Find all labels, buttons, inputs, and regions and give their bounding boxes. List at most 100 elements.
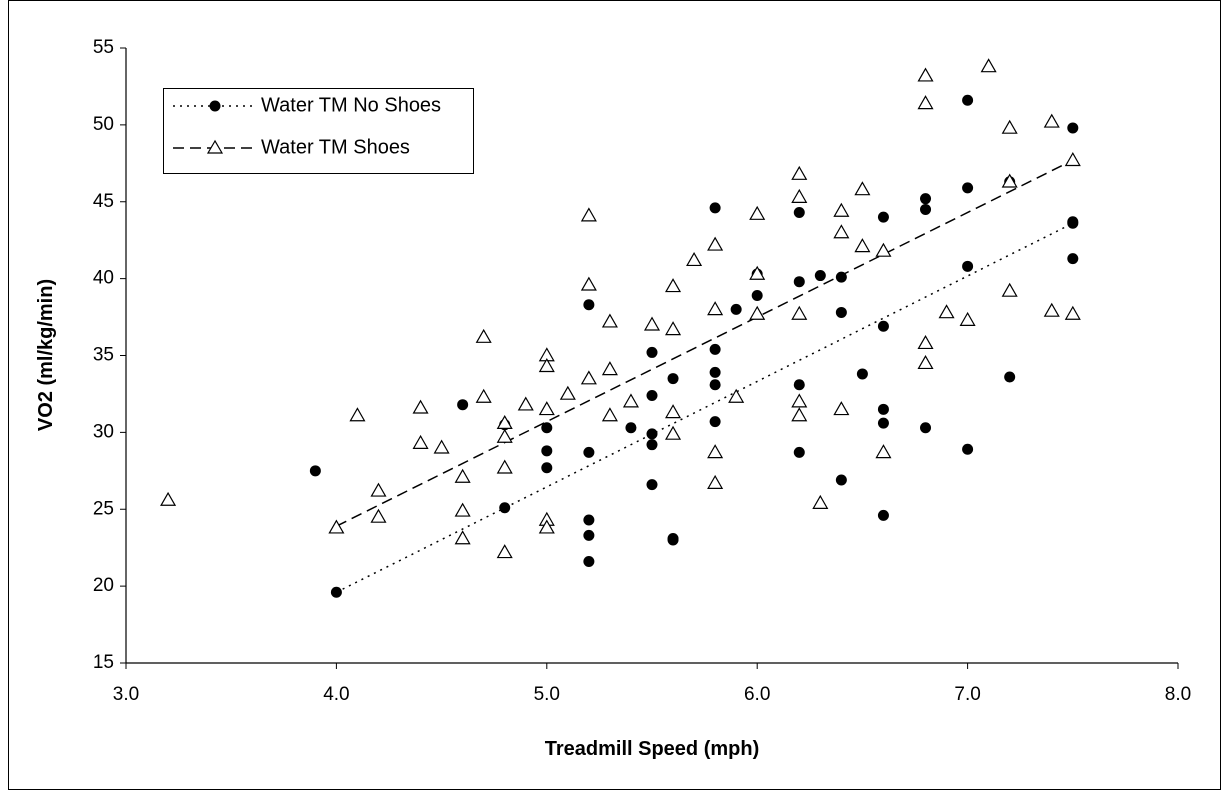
data-point (665, 425, 682, 440)
data-point (601, 407, 618, 422)
data-point (707, 301, 724, 316)
data-point (541, 445, 553, 457)
data-point (833, 202, 850, 217)
data-point (454, 468, 471, 483)
data-point (496, 428, 513, 443)
data-point (749, 265, 766, 280)
x-tick-label: 3.0 (113, 684, 139, 705)
x-tick-label: 6.0 (744, 684, 770, 705)
data-point (601, 361, 618, 376)
data-point (917, 334, 934, 350)
data-point (454, 530, 471, 545)
legend-label: Water TM Shoes (261, 136, 410, 158)
data-point (917, 95, 934, 110)
data-point (962, 94, 974, 106)
data-point (330, 586, 342, 598)
data-point (1067, 217, 1079, 229)
data-point (749, 305, 766, 320)
data-point (709, 379, 721, 391)
data-point (833, 401, 850, 416)
data-point (538, 519, 555, 534)
data-point (1001, 173, 1018, 188)
data-point (160, 491, 177, 506)
data-point (1004, 371, 1016, 383)
data-point (920, 203, 932, 215)
y-tick-label: 25 (93, 498, 114, 519)
data-point (499, 502, 511, 514)
y-tick-label: 50 (93, 114, 114, 135)
data-point (709, 202, 721, 214)
data-point (854, 181, 871, 196)
data-point (457, 399, 469, 411)
data-point (962, 260, 974, 272)
trend-line (336, 159, 1074, 527)
data-point (980, 58, 997, 73)
data-point (496, 414, 513, 429)
data-point (962, 182, 974, 194)
data-point (667, 373, 679, 385)
data-point (583, 529, 595, 541)
data-point (877, 403, 889, 415)
data-point (601, 313, 618, 328)
data-point (920, 193, 932, 205)
data-point (875, 444, 892, 459)
data-point (835, 306, 847, 318)
data-point (875, 242, 892, 257)
data-point (475, 388, 492, 403)
data-point (709, 416, 721, 428)
data-point (583, 299, 595, 311)
data-point (791, 407, 808, 422)
data-point (433, 439, 450, 454)
data-point (1043, 113, 1060, 128)
data-point (625, 422, 637, 434)
data-point (517, 396, 534, 411)
data-point (791, 188, 808, 203)
data-point (496, 544, 513, 559)
data-point (833, 224, 850, 239)
data-point (646, 389, 658, 401)
data-point (665, 321, 682, 336)
data-point (730, 303, 742, 315)
data-point (920, 422, 932, 434)
data-point (538, 358, 555, 373)
data-point (1043, 302, 1060, 317)
data-point (814, 270, 826, 282)
data-point (412, 399, 429, 414)
y-tick-label: 15 (93, 652, 114, 673)
data-point (309, 465, 321, 477)
legend-marker (209, 100, 221, 112)
legend: Water TM No Shoes Water TM Shoes (163, 88, 474, 174)
data-point (854, 238, 871, 253)
plot-area: 15 20 25 30 35 40 45 50 55 3.0 4.0 5.0 6.0 7.0 8.0 Wate… (93, 37, 1191, 705)
x-tick-label: 7.0 (954, 684, 980, 705)
data-point (791, 393, 808, 408)
data-point (665, 278, 682, 293)
data-point (1064, 152, 1081, 167)
x-axis-title: Treadmill Speed (mph) (545, 738, 759, 760)
data-point (962, 443, 974, 455)
data-point (583, 514, 595, 526)
data-point (559, 385, 576, 400)
data-point (709, 366, 721, 378)
data-point (580, 370, 597, 385)
data-point (938, 304, 955, 319)
data-point (646, 479, 658, 491)
data-point (622, 393, 639, 408)
data-point (646, 439, 658, 451)
data-point (751, 290, 763, 302)
data-point (580, 207, 597, 222)
data-point (707, 444, 724, 459)
data-point (1001, 282, 1018, 297)
data-point (749, 205, 766, 220)
data-point (541, 422, 553, 434)
data-point (646, 428, 658, 440)
data-point (959, 311, 976, 326)
y-tick-label: 55 (93, 37, 114, 58)
trend-line (336, 222, 1074, 593)
data-point (370, 482, 387, 497)
data-point (496, 459, 513, 474)
data-point (707, 474, 724, 489)
data-point (835, 474, 847, 486)
